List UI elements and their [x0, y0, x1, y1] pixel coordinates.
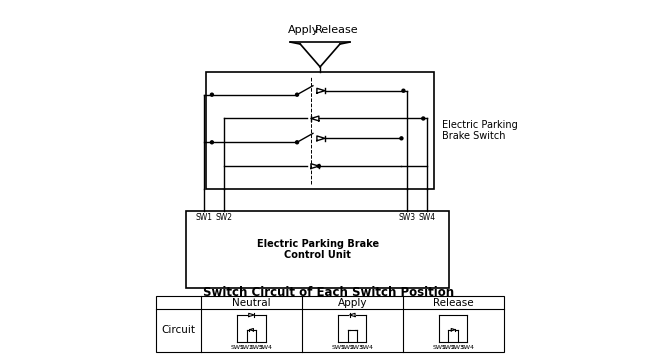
Circle shape — [402, 89, 405, 92]
Text: SW4: SW4 — [359, 345, 374, 350]
Circle shape — [317, 165, 320, 168]
Text: SW4: SW4 — [418, 213, 436, 222]
Circle shape — [211, 141, 213, 144]
Text: Electric Parking Brake
Control Unit: Electric Parking Brake Control Unit — [257, 239, 378, 260]
Bar — [157, 296, 503, 352]
Circle shape — [295, 141, 299, 144]
Text: SW2: SW2 — [442, 345, 455, 350]
Text: SW3: SW3 — [451, 345, 465, 350]
Text: SW2: SW2 — [240, 345, 254, 350]
Text: SW1: SW1 — [331, 345, 345, 350]
Text: SW2: SW2 — [215, 213, 232, 222]
Text: SW3: SW3 — [249, 345, 263, 350]
Circle shape — [400, 137, 403, 140]
Text: Electric Parking
Brake Switch: Electric Parking Brake Switch — [442, 119, 518, 141]
Text: Apply: Apply — [288, 25, 319, 35]
Bar — [206, 72, 434, 189]
Text: Release: Release — [315, 25, 359, 35]
Text: SW1: SW1 — [230, 345, 244, 350]
Text: SW1: SW1 — [195, 213, 213, 222]
Text: SW2: SW2 — [341, 345, 355, 350]
Circle shape — [422, 117, 425, 120]
Circle shape — [211, 93, 213, 96]
Text: SW4: SW4 — [461, 345, 474, 350]
Text: SW3: SW3 — [350, 345, 364, 350]
Text: Neutral: Neutral — [232, 297, 270, 308]
Text: SW1: SW1 — [432, 345, 446, 350]
Text: Circuit: Circuit — [162, 325, 195, 335]
Text: Release: Release — [433, 297, 474, 308]
Circle shape — [295, 93, 299, 96]
Text: SW3: SW3 — [399, 213, 416, 222]
Bar — [186, 211, 449, 288]
Text: Apply: Apply — [338, 297, 367, 308]
Text: Switch Circuit of Each Switch Position: Switch Circuit of Each Switch Position — [203, 286, 455, 299]
Text: SW4: SW4 — [259, 345, 272, 350]
